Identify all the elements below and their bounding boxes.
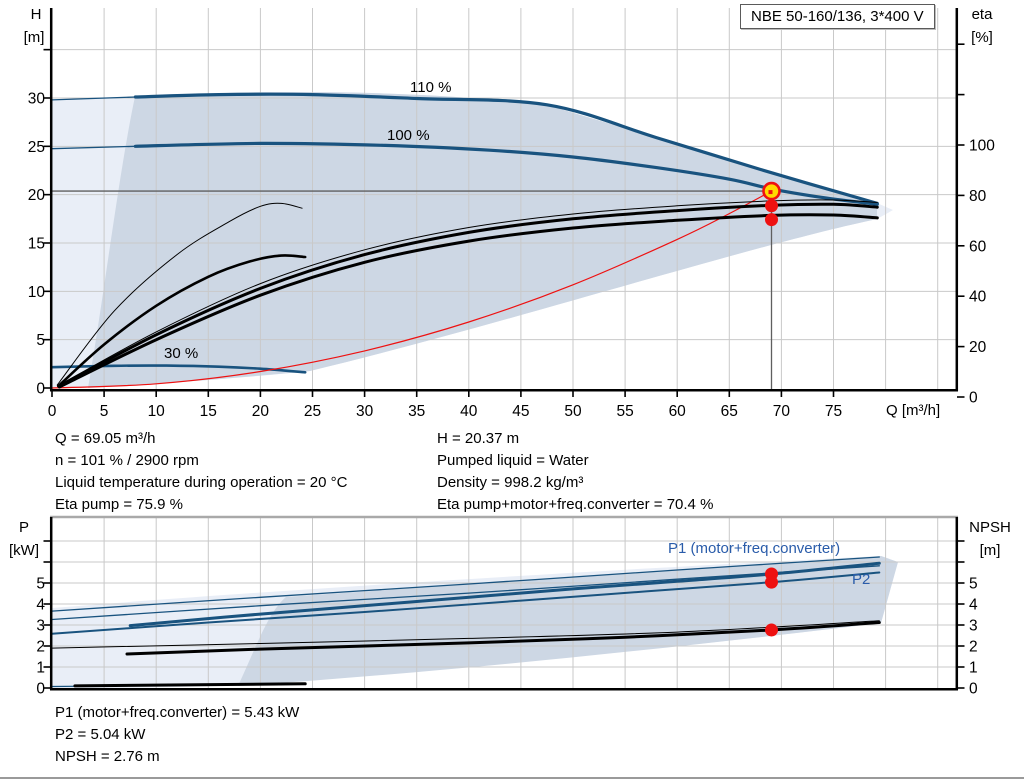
speed-30-curve bbox=[50, 364, 307, 374]
q-tick-label: 20 bbox=[252, 403, 270, 420]
eta-band-upper-thin bbox=[58, 199, 878, 386]
p-tick-label: 4 bbox=[36, 597, 45, 614]
p-tick-label: 2 bbox=[36, 639, 45, 656]
eta-tick-label: 60 bbox=[969, 238, 987, 255]
eta-tick-label: 80 bbox=[969, 188, 987, 205]
bottom-envelope-dark bbox=[238, 556, 898, 686]
speed-110-curve bbox=[133, 92, 879, 205]
q-tick-label: 0 bbox=[48, 403, 57, 420]
q-tick-label: 75 bbox=[825, 403, 842, 420]
p-tick-label: 1 bbox=[36, 660, 45, 677]
h-tick-label: 0 bbox=[36, 381, 45, 398]
npsh-envelope-thin bbox=[51, 620, 880, 649]
h-tick-label: 5 bbox=[36, 332, 45, 349]
npsh-tick-label: 0 bbox=[969, 681, 978, 698]
q-tick-label: 30 bbox=[356, 403, 374, 420]
speed-100-envelope-thin bbox=[51, 145, 137, 150]
q-tick-label: 25 bbox=[304, 403, 321, 420]
npsh-marker bbox=[765, 623, 779, 637]
q-tick-label: 45 bbox=[512, 403, 529, 420]
eta-tick-label: 40 bbox=[969, 289, 987, 306]
npsh-tick-label: 3 bbox=[969, 618, 978, 635]
eta-mid-speed-thick bbox=[57, 254, 307, 388]
p-tick-label: 5 bbox=[36, 576, 45, 593]
eta-pump-marker bbox=[765, 199, 779, 213]
bottom-separator bbox=[0, 777, 1024, 779]
h-tick-label: 25 bbox=[28, 139, 45, 156]
p-tick-label: 3 bbox=[36, 618, 45, 635]
q-tick-label: 10 bbox=[148, 403, 166, 420]
speed-110-envelope-thin bbox=[51, 96, 137, 101]
h-tick-label: 20 bbox=[28, 187, 46, 204]
npsh-tick-label: 5 bbox=[969, 576, 978, 593]
npsh-tick-label: 4 bbox=[969, 597, 978, 614]
p-tick-label: 0 bbox=[36, 681, 45, 698]
h-tick-label: 15 bbox=[28, 235, 45, 252]
q-tick-label: 60 bbox=[669, 403, 687, 420]
p-30-stub bbox=[73, 682, 307, 688]
q-tick-label: 5 bbox=[100, 403, 109, 420]
duty-point-center-dot bbox=[768, 190, 773, 195]
p-envelope-upper-thin bbox=[51, 556, 880, 612]
eta-band-lower bbox=[57, 213, 879, 389]
npsh-tick-label: 2 bbox=[969, 639, 978, 656]
duty-parabola bbox=[51, 190, 773, 389]
q-tick-label: 50 bbox=[564, 403, 582, 420]
eta-total-marker bbox=[765, 213, 779, 227]
q-tick-label: 55 bbox=[616, 403, 633, 420]
q-tick-label: 65 bbox=[721, 403, 738, 420]
p2-marker bbox=[765, 575, 779, 589]
h-tick-label: 10 bbox=[28, 284, 46, 301]
q-tick-label: 15 bbox=[200, 403, 217, 420]
eta-tick-label: 0 bbox=[969, 390, 978, 407]
h-tick-label: 30 bbox=[28, 90, 46, 107]
q-tick-label: 40 bbox=[460, 403, 478, 420]
eta-low-speed-thin bbox=[56, 202, 303, 386]
npsh-tick-label: 1 bbox=[969, 660, 978, 677]
eta-tick-label: 20 bbox=[969, 339, 987, 356]
q-tick-label: 70 bbox=[773, 403, 791, 420]
eta-tick-label: 100 bbox=[969, 138, 995, 155]
q-tick-label: 35 bbox=[408, 403, 425, 420]
